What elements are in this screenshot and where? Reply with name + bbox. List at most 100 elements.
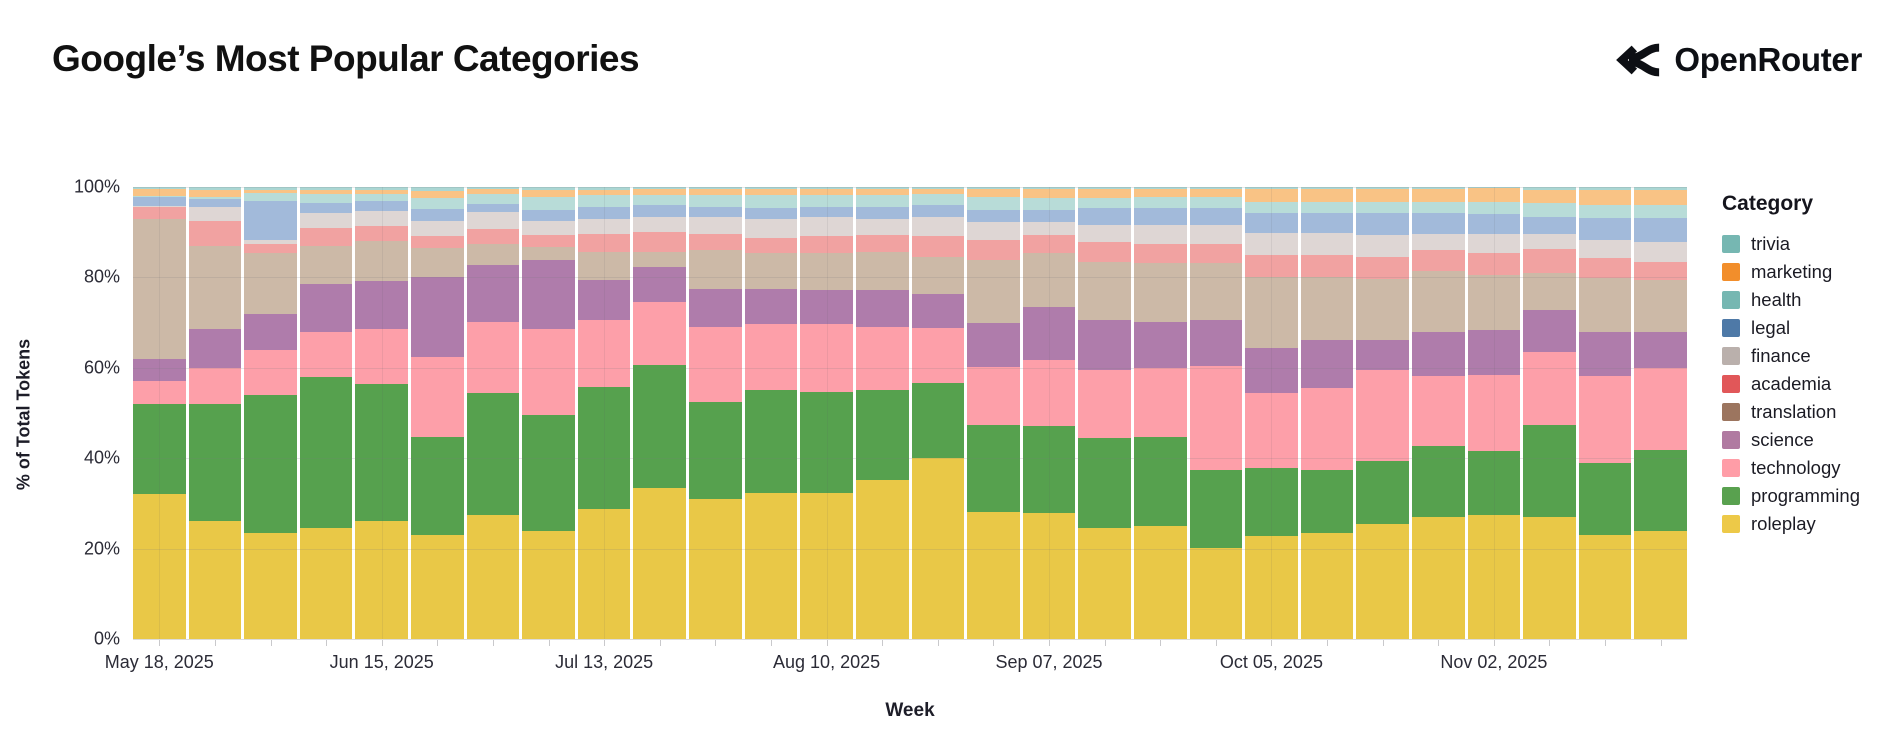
- bar-segment-translation[interactable]: [188, 245, 242, 330]
- bar-segment-programming[interactable]: [1022, 425, 1076, 513]
- bar-segment-science[interactable]: [1356, 339, 1410, 371]
- bar-segment-translation[interactable]: [1078, 261, 1131, 320]
- bar-segment-marketing[interactable]: [1356, 189, 1410, 202]
- bar-segment-technology[interactable]: [1356, 370, 1410, 462]
- bar-segment-trivia[interactable]: [689, 187, 742, 190]
- bar-segment-marketing[interactable]: [522, 189, 575, 198]
- bar-week[interactable]: [1022, 187, 1076, 639]
- bar-segment-health[interactable]: [466, 193, 520, 204]
- bar-segment-health[interactable]: [188, 197, 242, 200]
- bar-segment-programming[interactable]: [689, 401, 742, 500]
- bar-week[interactable]: [188, 187, 242, 639]
- bar-week[interactable]: [1356, 187, 1410, 639]
- bar-segment-academia[interactable]: [244, 243, 297, 253]
- bar-segment-academia[interactable]: [1022, 234, 1076, 254]
- bar-segment-marketing[interactable]: [1467, 188, 1521, 203]
- bar-segment-legal[interactable]: [855, 206, 909, 219]
- legend-item-marketing[interactable]: marketing: [1722, 258, 1880, 286]
- bar-segment-marketing[interactable]: [1245, 189, 1298, 202]
- bar-segment-health[interactable]: [411, 197, 464, 210]
- bar-segment-legal[interactable]: [355, 201, 409, 211]
- bar-segment-marketing[interactable]: [800, 189, 853, 195]
- bar-segment-health[interactable]: [355, 194, 409, 202]
- legend-item-technology[interactable]: technology: [1722, 454, 1880, 482]
- bar-segment-trivia[interactable]: [1189, 187, 1243, 190]
- bar-segment-finance[interactable]: [1356, 234, 1410, 258]
- bar-segment-programming[interactable]: [1523, 424, 1576, 517]
- bar-segment-trivia[interactable]: [855, 187, 909, 190]
- bar-segment-health[interactable]: [1412, 201, 1465, 214]
- bar-segment-science[interactable]: [1022, 306, 1076, 361]
- bar-week[interactable]: [633, 187, 687, 639]
- bar-segment-roleplay[interactable]: [411, 535, 464, 639]
- bar-segment-translation[interactable]: [911, 257, 965, 294]
- bar-segment-legal[interactable]: [188, 199, 242, 208]
- bar-segment-roleplay[interactable]: [1133, 526, 1187, 639]
- bar-segment-trivia[interactable]: [411, 187, 464, 191]
- bar-segment-legal[interactable]: [411, 209, 464, 221]
- bar-segment-health[interactable]: [689, 195, 742, 207]
- bar-segment-roleplay[interactable]: [911, 458, 965, 639]
- bar-segment-roleplay[interactable]: [689, 499, 742, 639]
- bar-week[interactable]: [1133, 187, 1187, 639]
- bar-segment-finance[interactable]: [744, 218, 798, 238]
- bar-segment-technology[interactable]: [1245, 393, 1298, 469]
- bar-segment-science[interactable]: [1412, 331, 1465, 377]
- bar-segment-marketing[interactable]: [1634, 189, 1688, 206]
- bar-segment-technology[interactable]: [911, 328, 965, 384]
- bar-week[interactable]: [1634, 187, 1688, 639]
- bar-segment-health[interactable]: [855, 195, 909, 207]
- bar-segment-academia[interactable]: [577, 233, 631, 253]
- bar-segment-trivia[interactable]: [1523, 187, 1576, 190]
- bar-segment-science[interactable]: [1523, 309, 1576, 352]
- bar-segment-trivia[interactable]: [355, 187, 409, 190]
- bar-segment-programming[interactable]: [188, 403, 242, 522]
- bar-segment-legal[interactable]: [1412, 213, 1465, 235]
- bar-week[interactable]: [1078, 187, 1131, 639]
- bar-segment-technology[interactable]: [1523, 351, 1576, 425]
- bar-segment-legal[interactable]: [577, 206, 631, 219]
- bar-segment-roleplay[interactable]: [466, 514, 520, 639]
- bar-segment-roleplay[interactable]: [577, 509, 631, 639]
- bar-segment-finance[interactable]: [466, 211, 520, 229]
- bar-segment-academia[interactable]: [800, 236, 853, 254]
- bar-segment-legal[interactable]: [744, 207, 798, 219]
- bar-segment-marketing[interactable]: [855, 189, 909, 196]
- bar-week[interactable]: [855, 187, 909, 639]
- bar-segment-programming[interactable]: [466, 392, 520, 515]
- bar-week[interactable]: [744, 187, 798, 639]
- bar-segment-trivia[interactable]: [1022, 187, 1076, 190]
- bar-segment-programming[interactable]: [967, 425, 1020, 512]
- bar-segment-health[interactable]: [522, 197, 575, 211]
- bar-segment-legal[interactable]: [133, 197, 186, 206]
- bar-segment-translation[interactable]: [244, 252, 297, 314]
- bar-segment-science[interactable]: [466, 265, 520, 322]
- bar-segment-marketing[interactable]: [1300, 189, 1354, 202]
- bar-segment-science[interactable]: [577, 280, 631, 321]
- bar-segment-finance[interactable]: [299, 212, 353, 228]
- bar-segment-programming[interactable]: [1245, 468, 1298, 537]
- bar-segment-programming[interactable]: [1356, 461, 1410, 524]
- bar-segment-academia[interactable]: [188, 220, 242, 246]
- bar-segment-academia[interactable]: [1300, 254, 1354, 277]
- bar-segment-trivia[interactable]: [1412, 187, 1465, 189]
- bar-segment-science[interactable]: [133, 358, 186, 382]
- bar-segment-legal[interactable]: [967, 210, 1020, 222]
- bar-segment-programming[interactable]: [355, 383, 409, 522]
- bar-segment-roleplay[interactable]: [855, 479, 909, 639]
- bar-segment-finance[interactable]: [689, 216, 742, 234]
- bar-segment-health[interactable]: [1189, 197, 1243, 209]
- bar-segment-trivia[interactable]: [911, 187, 965, 189]
- bar-segment-technology[interactable]: [188, 367, 242, 404]
- bar-segment-translation[interactable]: [967, 259, 1020, 323]
- bar-week[interactable]: [689, 187, 742, 639]
- legend-item-legal[interactable]: legal: [1722, 314, 1880, 342]
- bar-week[interactable]: [577, 187, 631, 639]
- bar-segment-finance[interactable]: [1189, 225, 1243, 244]
- bar-segment-finance[interactable]: [911, 216, 965, 237]
- bar-segment-roleplay[interactable]: [133, 494, 186, 639]
- bar-segment-academia[interactable]: [1245, 254, 1298, 278]
- bar-segment-academia[interactable]: [355, 225, 409, 242]
- bar-segment-science[interactable]: [522, 260, 575, 329]
- bar-segment-programming[interactable]: [744, 389, 798, 494]
